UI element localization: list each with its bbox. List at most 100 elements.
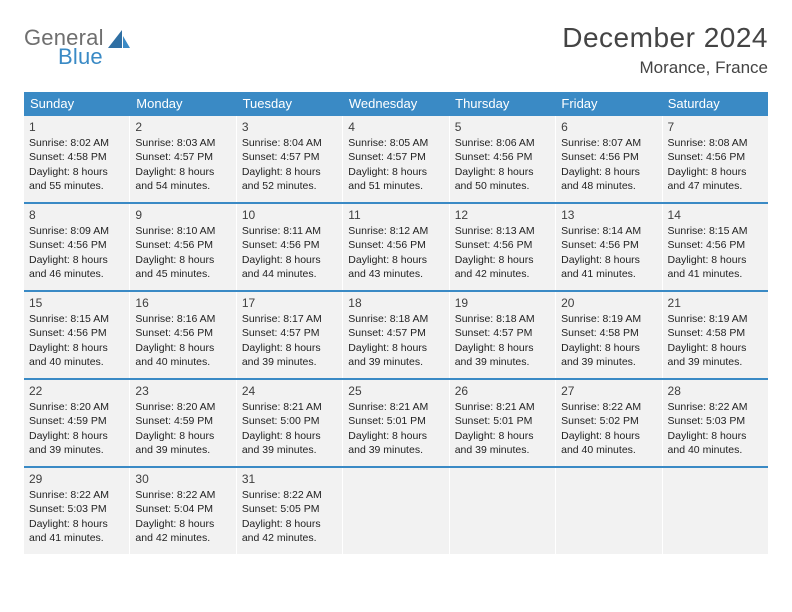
daylight-text-2: and 46 minutes. [29,267,124,281]
calendar-cell: 18Sunrise: 8:18 AMSunset: 4:57 PMDayligh… [343,292,449,378]
calendar-cell: 4Sunrise: 8:05 AMSunset: 4:57 PMDaylight… [343,116,449,202]
daylight-text-1: Daylight: 8 hours [455,253,550,267]
calendar-cell: 20Sunrise: 8:19 AMSunset: 4:58 PMDayligh… [556,292,662,378]
sunset-text: Sunset: 4:56 PM [348,238,443,252]
daylight-text-2: and 47 minutes. [668,179,763,193]
calendar-cell: 30Sunrise: 8:22 AMSunset: 5:04 PMDayligh… [130,468,236,554]
daylight-text-2: and 54 minutes. [135,179,230,193]
sunset-text: Sunset: 4:56 PM [668,238,763,252]
daylight-text-1: Daylight: 8 hours [29,165,124,179]
day-number: 7 [668,119,763,135]
daylight-text-1: Daylight: 8 hours [455,165,550,179]
calendar-cell: 25Sunrise: 8:21 AMSunset: 5:01 PMDayligh… [343,380,449,466]
weekday-header-row: Sunday Monday Tuesday Wednesday Thursday… [24,92,768,116]
calendar-row: 22 Sunrise: 8:20 AM Sunset: 4:59 PM Dayligh… [24,380,768,468]
calendar-cell: 23Sunrise: 8:20 AMSunset: 4:59 PMDayligh… [130,380,236,466]
sunset-text: Sunset: 5:02 PM [561,414,656,428]
daylight-text-2: and 48 minutes. [561,179,656,193]
daylight-text-2: and 39 minutes. [455,355,550,369]
daylight-text-1: Daylight: 8 hours [135,165,230,179]
calendar-cell: 10Sunrise: 8:11 AMSunset: 4:56 PMDayligh… [237,204,343,290]
sail-icon [108,30,130,50]
sunrise-text: Sunrise: 8:14 AM [561,224,656,238]
daylight-text-2: and 42 minutes. [455,267,550,281]
daylight-text-1: Daylight: 8 hours [348,165,443,179]
day-number: 24 [242,383,337,399]
sunset-text: Sunset: 4:56 PM [455,150,550,164]
daylight-text-1: Daylight: 8 hours [668,429,763,443]
calendar-cell: 9Sunrise: 8:10 AMSunset: 4:56 PMDaylight… [130,204,236,290]
sunset-text: Sunset: 5:03 PM [668,414,763,428]
sunrise-text: Sunrise: 8:03 AM [135,136,230,150]
sunrise-text: Sunrise: 8:22 AM [561,400,656,414]
calendar-cell: 5Sunrise: 8:06 AMSunset: 4:56 PMDaylight… [450,116,556,202]
daylight-text-1: Daylight: 8 hours [455,429,550,443]
day-number: 4 [348,119,443,135]
daylight-text-2: and 40 minutes. [29,355,124,369]
day-number: 17 [242,295,337,311]
sunset-text: Sunset: 4:57 PM [135,150,230,164]
calendar-cell-empty [556,468,662,554]
sunset-text: Sunset: 4:56 PM [561,150,656,164]
daylight-text-2: and 40 minutes. [668,443,763,457]
day-number: 28 [668,383,763,399]
sunset-text: Sunset: 4:57 PM [242,326,337,340]
calendar-cell: 21Sunrise: 8:19 AMSunset: 4:58 PMDayligh… [663,292,768,378]
day-number: 16 [135,295,230,311]
daylight-text-1: Daylight: 8 hours [242,165,337,179]
sunrise-text: Sunrise: 8:19 AM [668,312,763,326]
day-number: 20 [561,295,656,311]
calendar-cell: 1Sunrise: 8:02 AMSunset: 4:58 PMDaylight… [24,116,130,202]
daylight-text-2: and 41 minutes. [668,267,763,281]
weekday-header: Saturday [662,92,768,116]
daylight-text-2: and 41 minutes. [29,531,124,545]
sunrise-text: Sunrise: 8:15 AM [29,312,124,326]
day-number: 2 [135,119,230,135]
sunset-text: Sunset: 5:01 PM [455,414,550,428]
sunrise-text: Sunrise: 8:22 AM [242,488,337,502]
sunrise-text: Sunrise: 8:22 AM [668,400,763,414]
day-number: 23 [135,383,230,399]
day-number: 14 [668,207,763,223]
title-block: December 2024 Morance, France [562,22,768,78]
day-number: 3 [242,119,337,135]
sunset-text: Sunset: 4:57 PM [348,326,443,340]
daylight-text-2: and 40 minutes. [135,355,230,369]
brand-text: General Blue [24,26,104,68]
daylight-text-2: and 51 minutes. [348,179,443,193]
month-title: December 2024 [562,22,768,54]
sunset-text: Sunset: 4:59 PM [29,414,124,428]
weekday-header: Monday [130,92,236,116]
daylight-text-2: and 43 minutes. [348,267,443,281]
sunrise-text: Sunrise: 8:20 AM [135,400,230,414]
day-number: 13 [561,207,656,223]
calendar-cell: 17Sunrise: 8:17 AMSunset: 4:57 PMDayligh… [237,292,343,378]
daylight-text-1: Daylight: 8 hours [455,341,550,355]
calendar-row: 1Sunrise: 8:02 AMSunset: 4:58 PMDaylight… [24,116,768,204]
daylight-text-1: Daylight: 8 hours [668,253,763,267]
day-number: 27 [561,383,656,399]
calendar-cell-empty [663,468,768,554]
sunrise-text: Sunrise: 8:10 AM [135,224,230,238]
day-number: 30 [135,471,230,487]
calendar-cell: 12Sunrise: 8:13 AMSunset: 4:56 PMDayligh… [450,204,556,290]
daylight-text-2: and 52 minutes. [242,179,337,193]
calendar-cell: 13Sunrise: 8:14 AMSunset: 4:56 PMDayligh… [556,204,662,290]
daylight-text-2: and 39 minutes. [668,355,763,369]
day-number: 8 [29,207,124,223]
daylight-text-2: and 39 minutes. [29,443,124,457]
calendar-row: 15Sunrise: 8:15 AMSunset: 4:56 PMDayligh… [24,292,768,380]
daylight-text-2: and 40 minutes. [561,443,656,457]
sunrise-text: Sunrise: 8:13 AM [455,224,550,238]
daylight-text-1: Daylight: 8 hours [135,429,230,443]
page-header: General Blue December 2024 Morance, Fran… [24,22,768,78]
calendar-cell-empty [450,468,556,554]
daylight-text-2: and 39 minutes. [561,355,656,369]
sunrise-text: Sunrise: 8:19 AM [561,312,656,326]
calendar-cell: 31Sunrise: 8:22 AMSunset: 5:05 PMDayligh… [237,468,343,554]
sunset-text: Sunset: 5:05 PM [242,502,337,516]
calendar-cell: 8Sunrise: 8:09 AMSunset: 4:56 PMDaylight… [24,204,130,290]
sunset-text: Sunset: 4:56 PM [135,238,230,252]
sunrise-text: Sunrise: 8:06 AM [455,136,550,150]
day-number: 22 [29,383,124,399]
